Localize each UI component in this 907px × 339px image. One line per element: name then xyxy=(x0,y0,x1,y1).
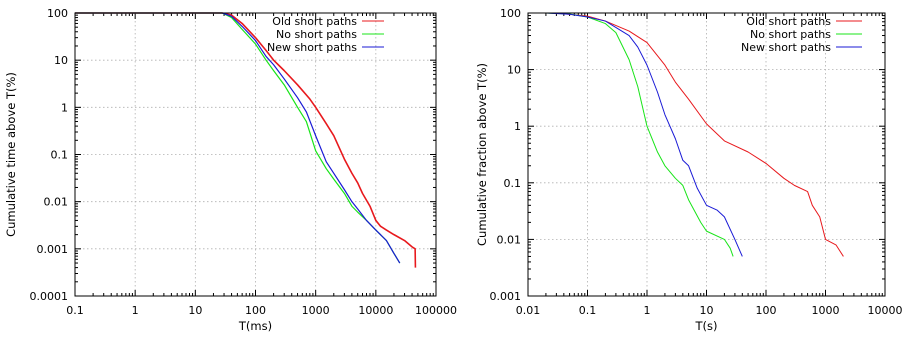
series-line-old-short-paths xyxy=(75,12,417,268)
y-tick-label: 1 xyxy=(514,120,521,133)
y-tick-label: 100 xyxy=(500,7,521,20)
x-tick-label: 0.1 xyxy=(579,304,597,317)
legend-label: Old short paths xyxy=(272,15,357,28)
x-tick-label: 1000 xyxy=(302,304,330,317)
x-tick-label: 1 xyxy=(132,304,139,317)
legend-label: New short paths xyxy=(741,41,831,54)
legend-label: Old short paths xyxy=(746,15,831,28)
y-tick-label: 10 xyxy=(54,54,68,67)
y-tick-label: 0.1 xyxy=(504,177,522,190)
y-axis-label: Cumulative fraction above T(%) xyxy=(475,63,489,246)
x-tick-label: 10000 xyxy=(868,304,903,317)
y-tick-label: 0.01 xyxy=(44,196,69,209)
y-tick-label: 0.01 xyxy=(497,233,522,246)
series-line-new-short-paths xyxy=(528,12,743,257)
x-tick-label: 100 xyxy=(756,304,777,317)
y-tick-label: 1 xyxy=(61,101,68,114)
y-tick-label: 10 xyxy=(507,64,521,77)
x-tick-label: 10 xyxy=(700,304,714,317)
x-axis-label: T(ms) xyxy=(238,319,272,333)
y-tick-label: 100 xyxy=(47,7,68,20)
plot-frame xyxy=(74,12,437,297)
y-tick-label: 0.001 xyxy=(490,290,522,303)
plot-frame xyxy=(527,12,886,297)
x-tick-label: 100000 xyxy=(415,304,457,317)
legend-label: No short paths xyxy=(276,28,357,41)
chart-panel-fraction: 0.01 0.1 1 10 100 1000 100000.0010.010.1110100… xyxy=(475,7,903,333)
x-tick-label: 1000 xyxy=(812,304,840,317)
x-tick-label: 10000 xyxy=(358,304,393,317)
series-line-no-short-paths xyxy=(528,12,734,257)
x-tick-label: 10 xyxy=(188,304,202,317)
legend-label: No short paths xyxy=(750,28,831,41)
legend-label: New short paths xyxy=(267,41,357,54)
y-tick-label: 0.0001 xyxy=(30,290,69,303)
y-tick-label: 0.1 xyxy=(51,149,69,162)
x-tick-label: 0.1 xyxy=(66,304,84,317)
series-line-old-short-paths xyxy=(528,12,844,257)
chart-panel-time: 0.1 1 10 100 1000 10000 100000 0.0001 0.001 0.01 0… xyxy=(4,7,457,333)
x-tick-label: 0.01 xyxy=(516,304,541,317)
x-tick-label: 1 xyxy=(644,304,651,317)
x-axis-label: T(s) xyxy=(695,319,718,333)
x-tick-label: 100 xyxy=(245,304,266,317)
y-tick-label: 0.001 xyxy=(37,243,69,256)
y-axis-label: Cumulative time above T(%) xyxy=(4,72,18,237)
series-line-new-short-paths xyxy=(75,12,401,264)
